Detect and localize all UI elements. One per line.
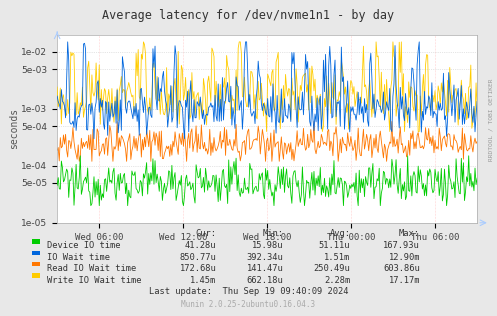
Text: Read IO Wait time: Read IO Wait time bbox=[47, 264, 137, 273]
Text: Cur:: Cur: bbox=[195, 229, 216, 238]
Text: Avg:: Avg: bbox=[330, 229, 350, 238]
Text: 141.47u: 141.47u bbox=[247, 264, 283, 273]
Text: 15.98u: 15.98u bbox=[252, 241, 283, 250]
Text: 51.11u: 51.11u bbox=[319, 241, 350, 250]
Text: 603.86u: 603.86u bbox=[383, 264, 420, 273]
Text: Min:: Min: bbox=[262, 229, 283, 238]
Text: Last update:  Thu Sep 19 09:40:09 2024: Last update: Thu Sep 19 09:40:09 2024 bbox=[149, 287, 348, 296]
Text: 172.68u: 172.68u bbox=[179, 264, 216, 273]
Text: Device IO time: Device IO time bbox=[47, 241, 121, 250]
Text: Max:: Max: bbox=[399, 229, 420, 238]
Text: 662.18u: 662.18u bbox=[247, 276, 283, 284]
Text: IO Wait time: IO Wait time bbox=[47, 253, 110, 262]
Text: Average latency for /dev/nvme1n1 - by day: Average latency for /dev/nvme1n1 - by da… bbox=[102, 9, 395, 22]
Y-axis label: seconds: seconds bbox=[8, 108, 18, 149]
Text: 12.90m: 12.90m bbox=[389, 253, 420, 262]
Text: 850.77u: 850.77u bbox=[179, 253, 216, 262]
Text: 17.17m: 17.17m bbox=[389, 276, 420, 284]
Text: 167.93u: 167.93u bbox=[383, 241, 420, 250]
Text: 2.28m: 2.28m bbox=[324, 276, 350, 284]
Text: Munin 2.0.25-2ubuntu0.16.04.3: Munin 2.0.25-2ubuntu0.16.04.3 bbox=[181, 300, 316, 309]
Text: Write IO Wait time: Write IO Wait time bbox=[47, 276, 142, 284]
Text: 1.45m: 1.45m bbox=[190, 276, 216, 284]
Text: 250.49u: 250.49u bbox=[314, 264, 350, 273]
Text: 392.34u: 392.34u bbox=[247, 253, 283, 262]
Text: 1.51m: 1.51m bbox=[324, 253, 350, 262]
Text: 41.28u: 41.28u bbox=[185, 241, 216, 250]
Text: RRDTOOL / TOBI OETIKER: RRDTOOL / TOBI OETIKER bbox=[489, 79, 494, 161]
